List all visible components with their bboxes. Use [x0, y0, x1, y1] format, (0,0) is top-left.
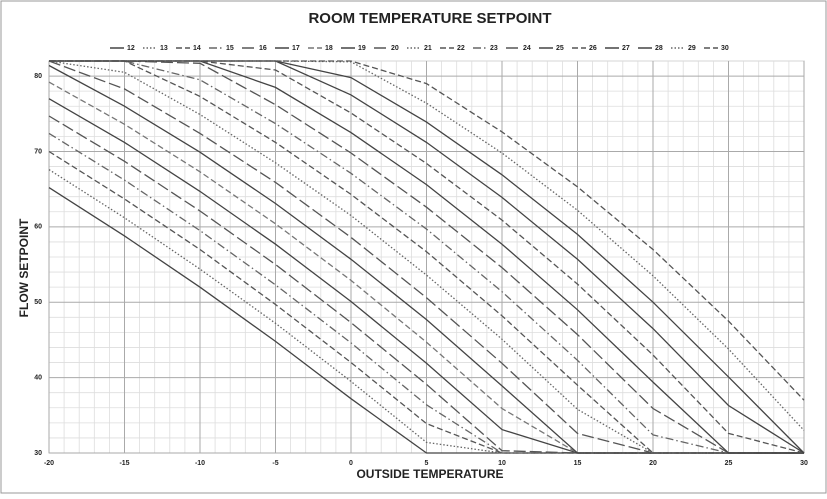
series-line	[49, 60, 805, 401]
chart-title: ROOM TEMPERATURE SETPOINT	[308, 10, 551, 27]
legend-label: 26	[589, 45, 597, 52]
x-tick-label: 10	[498, 460, 506, 467]
series-line	[49, 60, 804, 454]
x-tick-label: 15	[574, 460, 582, 467]
legend-label: 24	[523, 45, 531, 52]
legend-label: 16	[259, 45, 267, 52]
legend-label: 18	[325, 45, 333, 52]
x-tick-label: 30	[800, 460, 808, 467]
legend-label: 29	[688, 45, 696, 52]
legend-label: 13	[160, 45, 168, 52]
y-tick-label: 70	[34, 148, 42, 155]
legend-label: 14	[193, 45, 201, 52]
legend-label: 12	[127, 45, 135, 52]
x-tick-label: -10	[195, 460, 205, 467]
y-tick-label: 40	[34, 374, 42, 381]
legend-label: 19	[358, 45, 366, 52]
x-tick-label: 25	[725, 460, 733, 467]
y-tick-label: 30	[34, 450, 42, 457]
legend-label: 30	[721, 45, 729, 52]
series-line	[49, 60, 805, 454]
x-tick-label: 5	[425, 460, 429, 467]
series-line	[49, 60, 804, 454]
legend-label: 28	[655, 45, 663, 52]
y-tick-label: 80	[34, 73, 42, 80]
legend-label: 15	[226, 45, 234, 52]
x-tick-label: -20	[44, 460, 54, 467]
legend-label: 17	[292, 45, 300, 52]
x-axis-label: OUTSIDE TEMPERATURE	[356, 467, 503, 481]
x-tick-label: -5	[272, 460, 278, 467]
y-tick-label: 60	[34, 224, 42, 231]
x-tick-label: 20	[649, 460, 657, 467]
legend-label: 25	[556, 45, 564, 52]
y-tick-label: 50	[34, 299, 42, 306]
series-line	[49, 60, 804, 454]
legend-label: 21	[424, 45, 432, 52]
series-line	[49, 60, 805, 431]
legend-label: 23	[490, 45, 498, 52]
legend-label: 22	[457, 45, 465, 52]
x-tick-label: -15	[119, 460, 129, 467]
series-line	[48, 60, 804, 454]
legend-label: 20	[391, 45, 399, 52]
x-tick-label: 0	[349, 460, 353, 467]
y-axis-label: FLOW SETPOINT	[17, 218, 31, 317]
legend-label: 27	[622, 45, 630, 52]
